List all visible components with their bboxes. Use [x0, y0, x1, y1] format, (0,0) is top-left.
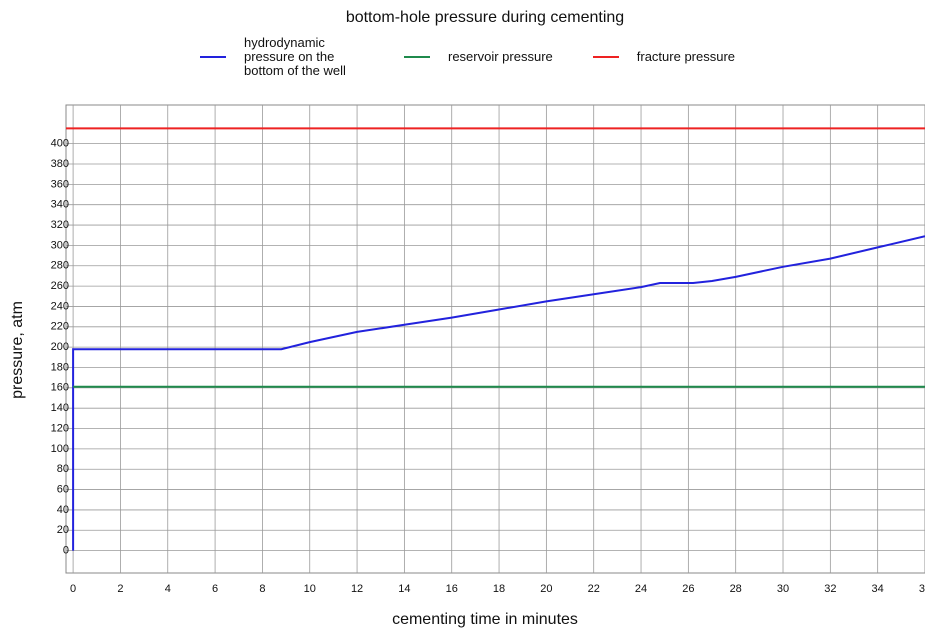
x-tick-label: 12 [351, 583, 363, 595]
x-tick-label: 36 [919, 583, 925, 595]
legend-item: hydrodynamic pressure on the bottom of t… [200, 36, 364, 78]
legend-item: reservoir pressure [404, 50, 553, 64]
x-axis-label: cementing time in minutes [392, 611, 578, 628]
y-tick-label: 60 [57, 483, 69, 495]
x-tick-label: 34 [872, 583, 884, 595]
y-tick-label: 180 [51, 361, 69, 373]
x-tick-label: 28 [730, 583, 742, 595]
y-tick-label: 400 [51, 138, 69, 150]
legend-item: fracture pressure [592, 49, 736, 64]
legend: hydrodynamic pressure on the bottom of t… [200, 36, 735, 78]
y-tick-label: 160 [51, 382, 69, 394]
y-axis-label: pressure, atm [9, 301, 26, 399]
x-tick-label: 18 [493, 583, 505, 595]
x-tick-label: 32 [824, 583, 836, 595]
y-tick-label: 380 [51, 158, 69, 170]
y-tick-label: 120 [51, 422, 69, 434]
y-tick-label: 340 [51, 199, 69, 211]
y-tick-label: 220 [51, 321, 69, 333]
x-tick-label: 14 [398, 583, 410, 595]
x-tick-label: 22 [588, 583, 600, 595]
y-tick-label: 300 [51, 239, 69, 251]
legend-label: hydrodynamic pressure on the bottom of t… [244, 35, 346, 78]
y-tick-label: 100 [51, 443, 69, 455]
legend-label: fracture pressure [636, 49, 736, 64]
x-tick-label: 26 [682, 583, 694, 595]
legend-swatch [200, 56, 226, 58]
y-tick-label: 80 [57, 463, 69, 475]
y-tick-label: 200 [51, 341, 69, 353]
series-line [72, 235, 925, 551]
legend-swatch [404, 56, 430, 58]
legend-swatch [592, 56, 619, 58]
x-tick-label: 0 [70, 583, 76, 595]
x-tick-label: 20 [540, 583, 552, 595]
x-tick-label: 2 [117, 583, 123, 595]
y-tick-label: 240 [51, 300, 69, 312]
y-tick-label: 280 [51, 260, 69, 272]
y-tick-label: 260 [51, 280, 69, 292]
x-tick-label: 4 [165, 583, 171, 595]
y-tick-label: 0 [63, 545, 69, 557]
x-tick-label: 10 [304, 583, 316, 595]
legend-label: reservoir pressure [448, 49, 553, 64]
x-tick-label: 16 [446, 583, 458, 595]
y-tick-label: 20 [57, 524, 69, 536]
y-tick-label: 320 [51, 219, 69, 231]
y-tick-label: 140 [51, 402, 69, 414]
x-tick-label: 24 [635, 583, 647, 595]
x-tick-label: 6 [212, 583, 218, 595]
x-tick-label: 8 [259, 583, 265, 595]
plot-area [65, 104, 925, 574]
x-tick-label: 30 [777, 583, 789, 595]
y-tick-label: 360 [51, 178, 69, 190]
y-tick-label: 40 [57, 504, 69, 516]
chart-title: bottom-hole pressure during cementing [346, 9, 624, 26]
